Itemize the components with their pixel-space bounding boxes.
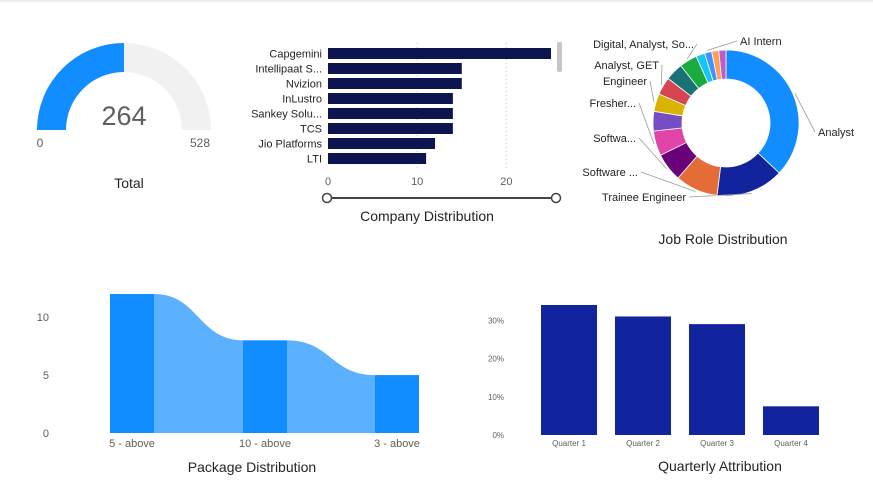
company-tick-label-1: 10: [411, 176, 423, 188]
company-scrollbar-thumb: [557, 42, 562, 72]
donut-slice-0: [725, 49, 800, 174]
company-bar-5: [328, 123, 453, 134]
package-chart-svg: 5 - above 10 - above 3 - above 0 5 10: [37, 294, 420, 450]
quarter-tick-label-0: 0%: [492, 431, 504, 440]
company-bar-2: [328, 78, 462, 89]
package-bar-1: [243, 340, 287, 433]
donut-slice-label-3: Softwa...: [593, 133, 636, 145]
package-category-label-1: 10 - above: [239, 438, 291, 450]
company-bar-1: [328, 63, 462, 74]
company-category-label-4: Sankey Solu...: [251, 109, 322, 121]
quarter-bar-0: [541, 305, 597, 435]
company-tick-label-2: 20: [500, 176, 512, 188]
quarter-bar-1: [615, 316, 671, 435]
quarter-bar-3: [763, 406, 819, 435]
job-role-chart-svg: Analyst Trainee Engineer Software ... Softw…: [582, 36, 854, 204]
company-bar-7: [328, 153, 427, 164]
quarter-category-label-3: Quarter 4: [774, 439, 808, 448]
quarterly-chart-caption: Quarterly Attribution: [658, 458, 782, 474]
quarter-bar-2: [689, 324, 745, 435]
company-category-label-5: TCS: [300, 124, 322, 136]
quarter-tick-label-2: 20%: [488, 355, 504, 364]
donut-leader-line-2: [640, 171, 696, 192]
gauge-min-label: 0: [37, 136, 44, 150]
donut-leader-line-7: [660, 64, 663, 85]
company-chart[interactable]: Capgemini Intellipaat S... Nvizion InLustro…: [220, 30, 580, 215]
quarter-category-label-1: Quarter 2: [626, 439, 660, 448]
gauge-visual[interactable]: 264 0 528: [0, 0, 250, 220]
donut-leader-line-3: [638, 137, 667, 169]
quarterly-chart-svg: Quarter 1 Quarter 2 Quarter 3 Quarter 4 0% 10…: [488, 305, 819, 448]
quarter-tick-label-3: 30%: [488, 316, 504, 325]
donut-slice-label-0: Analyst: [818, 127, 854, 139]
quarterly-chart[interactable]: Quarter 1 Quarter 2 Quarter 3 Quarter 4 0% 10…: [470, 290, 840, 455]
package-ribbon-flow-1: [287, 340, 375, 433]
donut-leader-line-0: [794, 93, 816, 133]
donut-slice-label-4: Fresher...: [590, 98, 636, 110]
company-tick-label-0: 0: [325, 176, 331, 188]
gauge-max-label: 528: [190, 136, 210, 150]
company-category-label-2: Nvizion: [286, 79, 322, 91]
quarter-category-label-0: Quarter 1: [552, 439, 586, 448]
company-bar-3: [328, 93, 453, 104]
donut-slice-label-9: Digital, Analyst, So...: [593, 39, 694, 51]
gauge-caption: Total: [114, 175, 144, 191]
gauge-svg: 264 0 528: [37, 43, 211, 150]
donut-leader-line-4: [638, 102, 655, 145]
company-category-label-7: LTI: [307, 154, 322, 166]
package-bar-0: [110, 294, 154, 433]
package-bar-2: [375, 375, 419, 433]
package-tick-label-1: 5: [43, 370, 49, 382]
package-tick-label-0: 0: [43, 428, 49, 440]
donut-leader-line-6: [649, 80, 655, 103]
donut-leader-line-9: [686, 43, 698, 60]
company-category-label-3: InLustro: [282, 94, 322, 106]
package-chart-caption: Package Distribution: [187, 459, 317, 475]
job-role-chart-caption: Job Role Distribution: [658, 231, 788, 247]
donut-slice-label-11: AI Intern: [740, 36, 782, 48]
company-chart-svg: Capgemini Intellipaat S... Nvizion InLustro…: [251, 42, 562, 204]
donut-leader-line-11: [707, 40, 738, 51]
gauge-fill: [37, 43, 124, 130]
package-category-label-0: 5 - above: [109, 438, 155, 450]
package-category-label-2: 3 - above: [374, 438, 420, 450]
donut-slice-label-2: Software ...: [582, 167, 638, 179]
company-category-label-6: Jio Platforms: [258, 139, 322, 151]
job-role-chart[interactable]: Analyst Trainee Engineer Software ... Softw…: [580, 30, 873, 215]
quarter-category-label-2: Quarter 3: [700, 439, 734, 448]
package-chart[interactable]: 5 - above 10 - above 3 - above 0 5 10: [0, 280, 440, 455]
package-ribbon-flow-0: [154, 294, 243, 433]
quarter-tick-label-1: 10%: [488, 393, 504, 402]
company-range-handle-start: [321, 192, 333, 204]
package-tick-label-2: 10: [37, 312, 49, 324]
company-category-label-0: Capgemini: [269, 49, 322, 61]
donut-slice-label-7: Analyst, GET: [594, 60, 659, 72]
donut-slice-label-1: Trainee Engineer: [602, 192, 686, 204]
company-category-label-1: Intellipaat S...: [255, 64, 322, 76]
company-bar-4: [328, 108, 453, 119]
top-border: [0, 0, 873, 2]
company-bar-6: [328, 138, 436, 149]
company-bar-0: [328, 48, 551, 59]
donut-leader-line-1: [688, 193, 752, 198]
company-chart-caption: Company Distribution: [360, 208, 494, 224]
donut-slice-label-6: Engineer: [603, 76, 647, 88]
donut-slice-13: [718, 49, 727, 80]
company-range-handle-end: [550, 192, 562, 204]
gauge-value: 264: [101, 101, 146, 131]
